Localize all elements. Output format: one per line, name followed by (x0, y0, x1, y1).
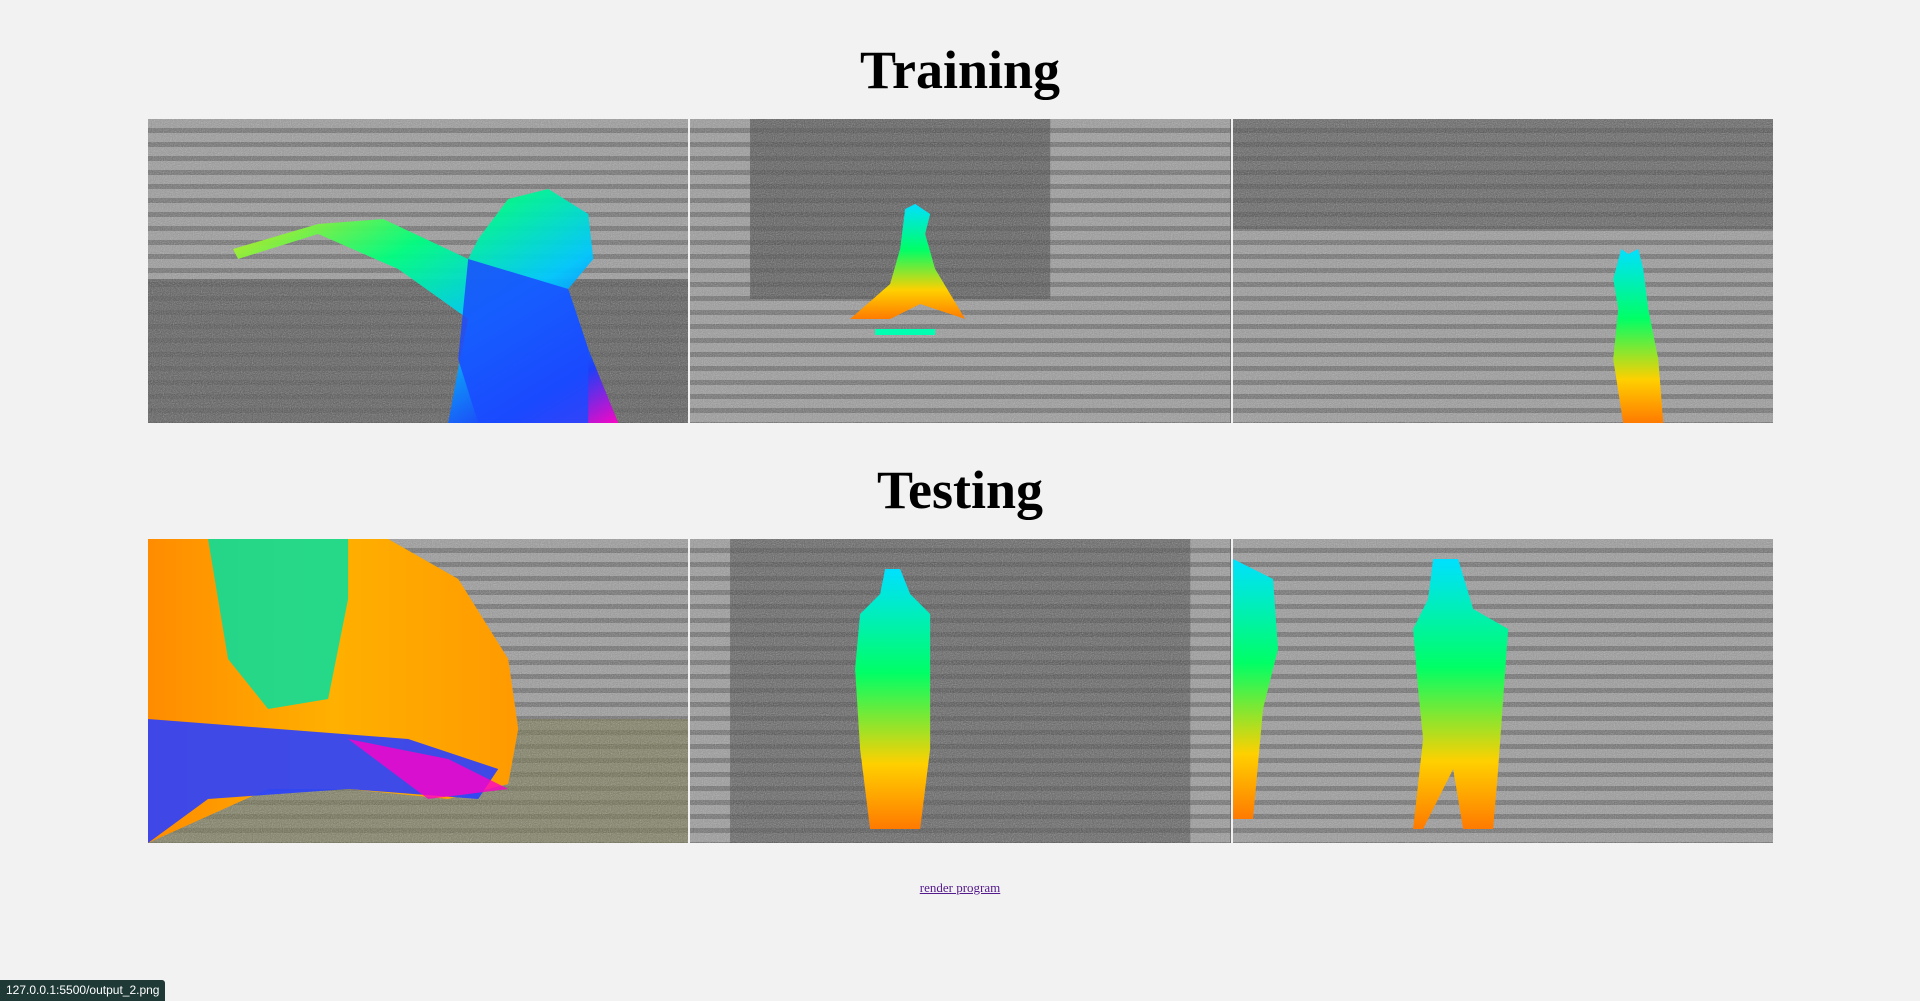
render-program-link[interactable]: render program (919, 880, 1001, 895)
training-image-2 (690, 119, 1231, 423)
training-image-row (148, 119, 1773, 423)
testing-heading: Testing (876, 460, 1044, 520)
status-bar-url: 127.0.0.1:5500/output_2.png (0, 980, 166, 1001)
footer-link-container: render program (0, 880, 1920, 896)
training-image-3 (1232, 119, 1773, 423)
training-image-1 (148, 119, 689, 423)
testing-image-2 (690, 539, 1231, 843)
testing-image-3 (1232, 539, 1773, 843)
testing-image-row (148, 539, 1773, 843)
training-heading: Training (859, 40, 1061, 100)
testing-image-1 (148, 539, 689, 843)
